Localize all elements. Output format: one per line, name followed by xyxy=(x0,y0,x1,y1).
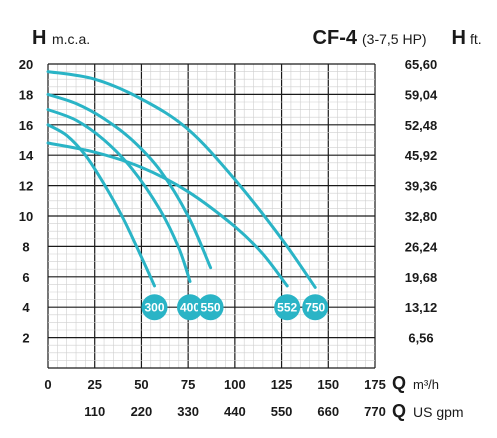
series-label-300: 300 xyxy=(144,301,164,315)
x-tick-label-m3h: 175 xyxy=(364,377,386,392)
y-right-tick-label: 32,80 xyxy=(405,209,438,224)
axis-tick-labels: 2 6,56 4 13,12 6 19,68 8 26,24 10 32,80 12 39,36 14 4… xyxy=(19,57,438,419)
x-tick-label-gpm: 220 xyxy=(131,404,153,419)
y-left-tick-label: 20 xyxy=(19,57,33,72)
x-tick-label-m3h: 100 xyxy=(224,377,246,392)
chart-subtitle: (3-7,5 HP) xyxy=(362,31,427,47)
series-curve-400 xyxy=(46,108,192,283)
y-right-tick-label: 45,92 xyxy=(405,148,438,163)
series-labels: 300 400 550 552 750 xyxy=(141,294,329,321)
y-right-tick-label: 19,68 xyxy=(405,270,438,285)
y-right-tick-label: 39,36 xyxy=(405,179,438,194)
series-curve-750 xyxy=(46,70,317,289)
y-left-tick-label: 18 xyxy=(19,87,33,102)
y-left-tick-label: 16 xyxy=(19,118,33,133)
y-left-tick-label: 14 xyxy=(19,148,34,163)
series-badge-552 xyxy=(274,294,301,321)
y-right-tick-label: 65,60 xyxy=(405,57,438,72)
y-left-tick-label: 8 xyxy=(22,239,29,254)
y-right-unit: ft. xyxy=(470,31,482,47)
y-left-tick-label: 2 xyxy=(22,331,29,346)
x-axis-unit-m3h: m³/h xyxy=(413,377,439,392)
y-right-tick-label: 6,56 xyxy=(408,331,433,346)
y-left-tick-label: 4 xyxy=(22,300,30,315)
series-badge-300 xyxy=(141,294,168,321)
x-tick-label-gpm: 110 xyxy=(84,404,105,419)
y-right-tick-label: 59,04 xyxy=(405,87,438,102)
y-left-tick-label: 10 xyxy=(19,209,33,224)
series-label-750: 750 xyxy=(305,301,325,315)
x-tick-label-m3h: 150 xyxy=(317,377,339,392)
y-right-symbol: H xyxy=(452,27,466,49)
x-tick-label-gpm: 440 xyxy=(224,404,246,419)
x-tick-label-m3h: 50 xyxy=(134,377,148,392)
x-tick-label-gpm: 660 xyxy=(317,404,339,419)
series-badge-750 xyxy=(302,294,329,321)
x-tick-label-m3h: 75 xyxy=(181,377,195,392)
grid xyxy=(47,63,376,369)
y-left-tick-label: 6 xyxy=(22,270,29,285)
y-right-tick-label: 52,48 xyxy=(405,118,438,133)
x-axis-symbol-gpm: Q xyxy=(392,401,406,421)
series-curve-550 xyxy=(46,92,213,270)
y-left-symbol: H xyxy=(32,27,46,49)
series-badge-550 xyxy=(197,294,224,321)
series-label-550: 550 xyxy=(201,301,221,315)
series-label-400: 400 xyxy=(180,301,200,315)
x-axis-symbol-m3h: Q xyxy=(392,373,406,393)
series-label-552: 552 xyxy=(277,301,297,315)
x-tick-label-m3h: 25 xyxy=(87,377,101,392)
x-tick-label-gpm: 550 xyxy=(271,404,293,419)
x-tick-label-gpm: 330 xyxy=(177,404,199,419)
series-curves xyxy=(46,70,317,289)
x-tick-label-m3h: 125 xyxy=(271,377,293,392)
series-curve-300 xyxy=(46,123,156,288)
x-tick-label-gpm: 770 xyxy=(364,404,386,419)
y-left-unit: m.c.a. xyxy=(52,31,90,47)
chart-title: CF-4 xyxy=(313,27,358,49)
y-right-tick-label: 26,24 xyxy=(405,239,438,254)
y-left-tick-label: 12 xyxy=(19,179,33,194)
x-tick-label-m3h: 0 xyxy=(44,377,51,392)
x-axis-unit-gpm: US gpm xyxy=(413,404,464,420)
y-right-tick-label: 13,12 xyxy=(405,300,438,315)
series-curve-552 xyxy=(46,141,289,288)
series-badge-400 xyxy=(177,294,204,321)
